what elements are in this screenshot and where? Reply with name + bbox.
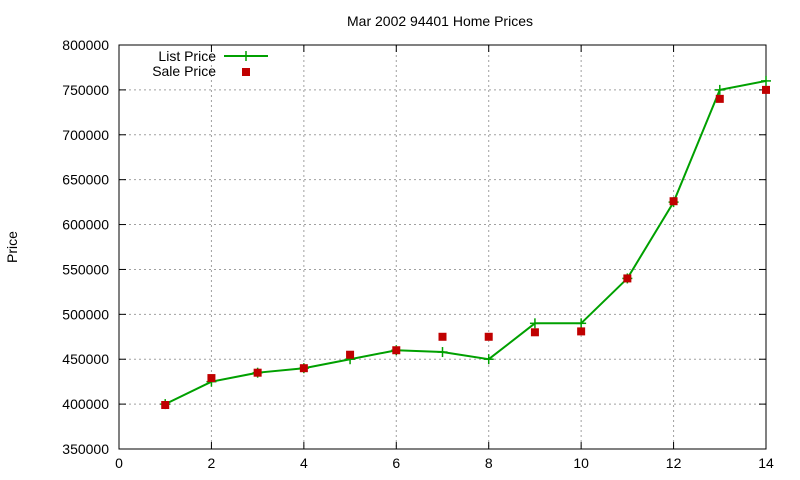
- plot-frame: [118, 44, 767, 450]
- legend-marker-sale-price: [242, 68, 250, 76]
- sale-price-point: [207, 374, 216, 383]
- grid: [119, 45, 766, 449]
- y-tick-label: 550000: [62, 261, 109, 277]
- x-tick-label: 6: [392, 455, 400, 471]
- x-tick-label: 2: [208, 455, 216, 471]
- y-tick-label: 500000: [62, 306, 109, 322]
- sale-price-point: [161, 401, 170, 410]
- list-price-point: [529, 318, 540, 329]
- y-tick-label: 450000: [62, 351, 109, 367]
- axis-ticks: 350000 400000 450000 500000 550000 600000 6500…: [62, 37, 774, 471]
- legend-label-list-price: List Price: [158, 48, 216, 64]
- y-tick-label: 700000: [62, 127, 109, 143]
- sale-price-point: [577, 327, 586, 336]
- sale-price-point: [253, 368, 262, 377]
- y-tick-label: 400000: [62, 396, 109, 412]
- sale-price-point: [438, 332, 447, 341]
- list-price-point: [714, 84, 725, 95]
- list-price-point: [576, 318, 587, 329]
- sale-price-point: [623, 274, 632, 283]
- y-tick-label: 350000: [62, 441, 109, 457]
- chart-title: Mar 2002 94401 Home Prices: [347, 13, 533, 29]
- sale-price-point: [484, 332, 493, 341]
- y-axis-label: Price: [4, 231, 20, 263]
- list-price-point: [483, 354, 494, 365]
- y-tick-label: 800000: [62, 37, 109, 53]
- legend-label-sale-price: Sale Price: [152, 63, 216, 79]
- series-layer: [160, 75, 771, 410]
- sale-price-point: [392, 346, 401, 355]
- sale-price-point: [715, 94, 724, 103]
- y-tick-label: 650000: [62, 172, 109, 188]
- sale-price-point: [530, 328, 539, 337]
- sale-price-point: [762, 85, 770, 94]
- list-price-point: [437, 347, 448, 358]
- list-price-line: [164, 79, 767, 406]
- x-tick-label: 10: [573, 455, 589, 471]
- legend-marker-list-price: [241, 51, 251, 61]
- sale-price-point: [299, 364, 308, 373]
- x-tick-label: 0: [115, 455, 123, 471]
- y-tick-label: 600000: [62, 217, 109, 233]
- x-tick-label: 14: [758, 455, 774, 471]
- x-tick-label: 4: [300, 455, 308, 471]
- y-tick-label: 750000: [62, 82, 109, 98]
- sale-price-point: [346, 350, 355, 359]
- list-price-point: [761, 75, 771, 86]
- sale-price-point: [669, 197, 678, 206]
- x-tick-label: 8: [485, 455, 493, 471]
- x-tick-label: 12: [666, 455, 682, 471]
